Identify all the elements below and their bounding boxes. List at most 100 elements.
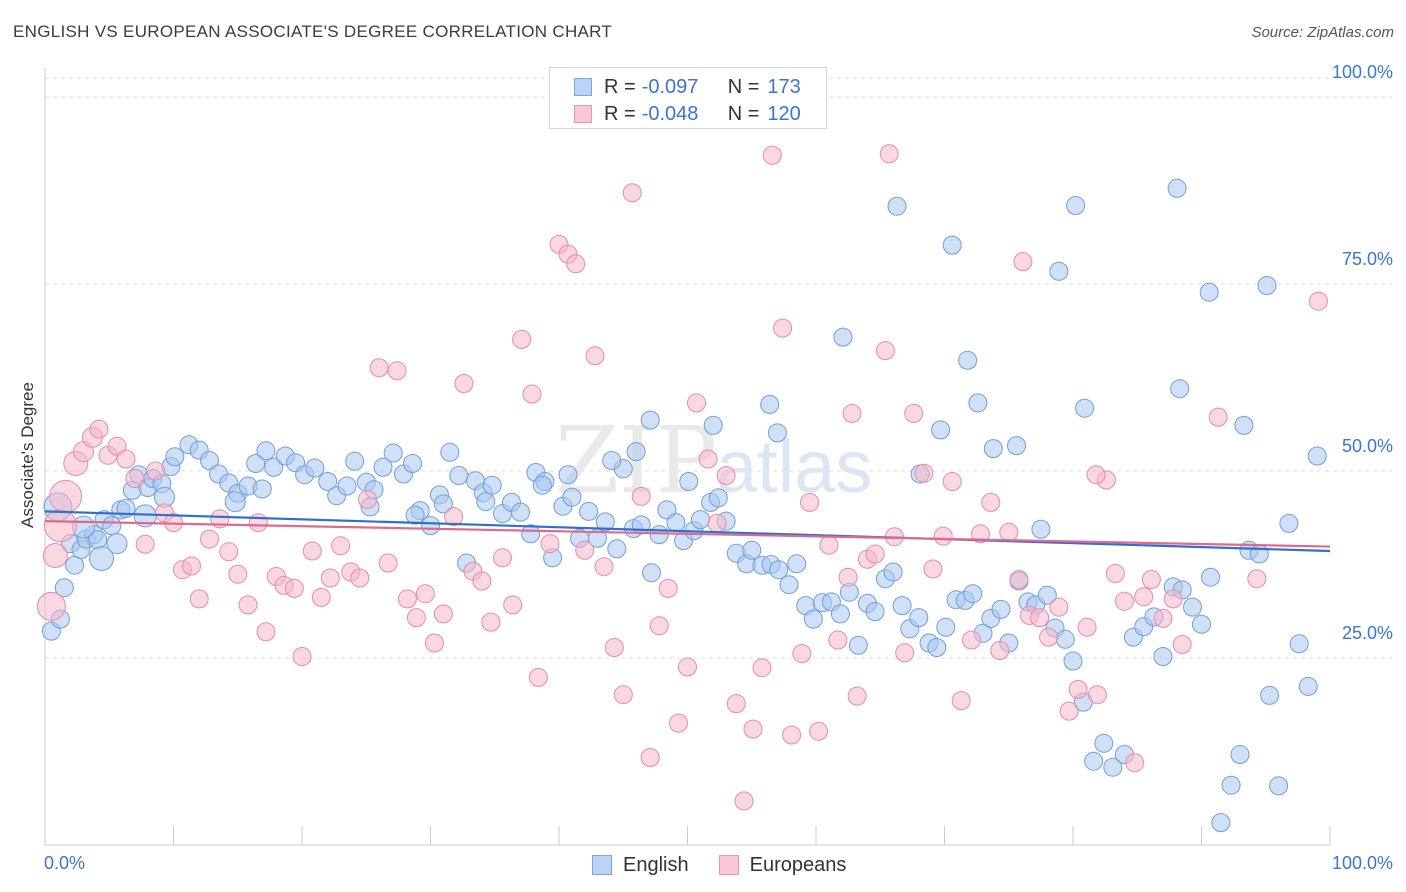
europeans-point bbox=[493, 548, 512, 568]
english-point bbox=[708, 488, 728, 508]
europeans-point bbox=[942, 472, 962, 491]
english-point bbox=[54, 578, 74, 598]
europeans-point bbox=[302, 541, 322, 561]
english-point bbox=[252, 479, 272, 499]
english-legend-label: English bbox=[623, 853, 689, 876]
europeans-point bbox=[116, 449, 136, 469]
europeans-point bbox=[125, 469, 145, 488]
english-point bbox=[1289, 634, 1309, 654]
english-point bbox=[767, 423, 787, 443]
english-point bbox=[703, 415, 723, 435]
english-point bbox=[532, 475, 552, 495]
europeans-point bbox=[631, 486, 651, 506]
english-point bbox=[1153, 647, 1173, 666]
english-point bbox=[779, 575, 799, 595]
europeans-point bbox=[734, 791, 754, 811]
english-point bbox=[1031, 519, 1051, 539]
europeans-point bbox=[512, 329, 532, 349]
y-tick-label: 25.0% bbox=[1342, 623, 1393, 643]
europeans-point bbox=[828, 630, 848, 650]
x-tick-label-max: 100.0% bbox=[1332, 853, 1393, 873]
english-point bbox=[607, 539, 627, 559]
english-point bbox=[1230, 745, 1250, 764]
europeans-point bbox=[528, 667, 548, 687]
english-point bbox=[1234, 415, 1254, 435]
english-point bbox=[318, 472, 338, 491]
europeans-point bbox=[999, 522, 1019, 542]
europeans-point bbox=[415, 584, 435, 604]
english-point bbox=[690, 510, 710, 530]
english-point bbox=[1049, 261, 1069, 281]
english-point bbox=[1279, 513, 1299, 533]
europeans-point bbox=[424, 633, 444, 653]
europeans-point bbox=[182, 556, 201, 576]
english-point bbox=[264, 457, 284, 477]
europeans-point bbox=[228, 564, 248, 584]
europeans-point bbox=[613, 685, 633, 705]
europeans-point bbox=[594, 557, 614, 577]
english-point bbox=[927, 638, 947, 657]
legend-item-english[interactable]: English bbox=[592, 854, 689, 877]
europeans-point bbox=[146, 461, 165, 481]
english-point bbox=[433, 494, 453, 514]
europeans-point bbox=[135, 534, 155, 554]
english-point bbox=[666, 513, 686, 533]
europeans-point bbox=[1308, 291, 1328, 311]
europeans-point bbox=[219, 542, 239, 562]
english-point bbox=[579, 501, 599, 521]
europeans-point bbox=[1208, 407, 1228, 427]
legend-item-europeans[interactable]: Europeans bbox=[718, 853, 847, 877]
english-swatch bbox=[574, 78, 592, 96]
english-point bbox=[640, 410, 660, 430]
europeans-point bbox=[256, 622, 276, 642]
europeans-point bbox=[809, 721, 829, 741]
europeans-point bbox=[1141, 570, 1161, 589]
europeans-point bbox=[1105, 564, 1125, 583]
europeans-point bbox=[189, 589, 209, 609]
english-point bbox=[936, 617, 956, 637]
europeans-point bbox=[433, 604, 453, 624]
english-point bbox=[403, 454, 422, 473]
english-point bbox=[1075, 398, 1095, 418]
english-point bbox=[760, 394, 780, 414]
chart-title: ENGLISH VS EUROPEAN ASSOCIATE'S DEGREE C… bbox=[13, 22, 613, 41]
english-point bbox=[511, 502, 530, 522]
english-trend-line bbox=[44, 510, 1331, 553]
english-point bbox=[165, 447, 185, 467]
english-point bbox=[787, 554, 807, 574]
europeans-n-value: 120 bbox=[767, 102, 801, 125]
english-point bbox=[649, 525, 669, 545]
english-point bbox=[89, 546, 114, 571]
english-point bbox=[833, 327, 853, 347]
english-point bbox=[1167, 178, 1187, 198]
legend-row-english: R = -0.097 N = 173 bbox=[574, 74, 801, 100]
english-point bbox=[1221, 775, 1241, 795]
europeans-point bbox=[879, 144, 899, 164]
english-point bbox=[1260, 685, 1280, 705]
europeans-r-label: R = bbox=[604, 102, 636, 125]
europeans-point bbox=[726, 694, 746, 714]
english-point bbox=[1307, 446, 1327, 466]
english-point bbox=[1055, 629, 1075, 649]
english-point bbox=[1063, 651, 1083, 671]
english-n-value: 173 bbox=[767, 75, 801, 98]
europeans-point bbox=[842, 403, 862, 423]
english-point bbox=[337, 476, 357, 496]
english-point bbox=[942, 235, 962, 255]
english-point bbox=[1211, 813, 1231, 833]
english-point bbox=[983, 439, 1003, 459]
europeans-point bbox=[1172, 635, 1192, 654]
english-point bbox=[909, 608, 929, 628]
english-point bbox=[373, 457, 393, 477]
europeans-point bbox=[454, 374, 474, 393]
europeans-point bbox=[522, 384, 542, 404]
europeans-legend-label: Europeans bbox=[749, 853, 847, 876]
europeans-point bbox=[962, 630, 981, 650]
english-point bbox=[1007, 436, 1026, 456]
europeans-point bbox=[472, 571, 492, 591]
europeans-point bbox=[649, 616, 669, 636]
europeans-point bbox=[481, 612, 501, 632]
y-axis-label: Associate's Degree bbox=[18, 382, 37, 528]
source-credit: Source: ZipAtlas.com bbox=[1251, 24, 1394, 41]
europeans-point bbox=[43, 509, 77, 543]
